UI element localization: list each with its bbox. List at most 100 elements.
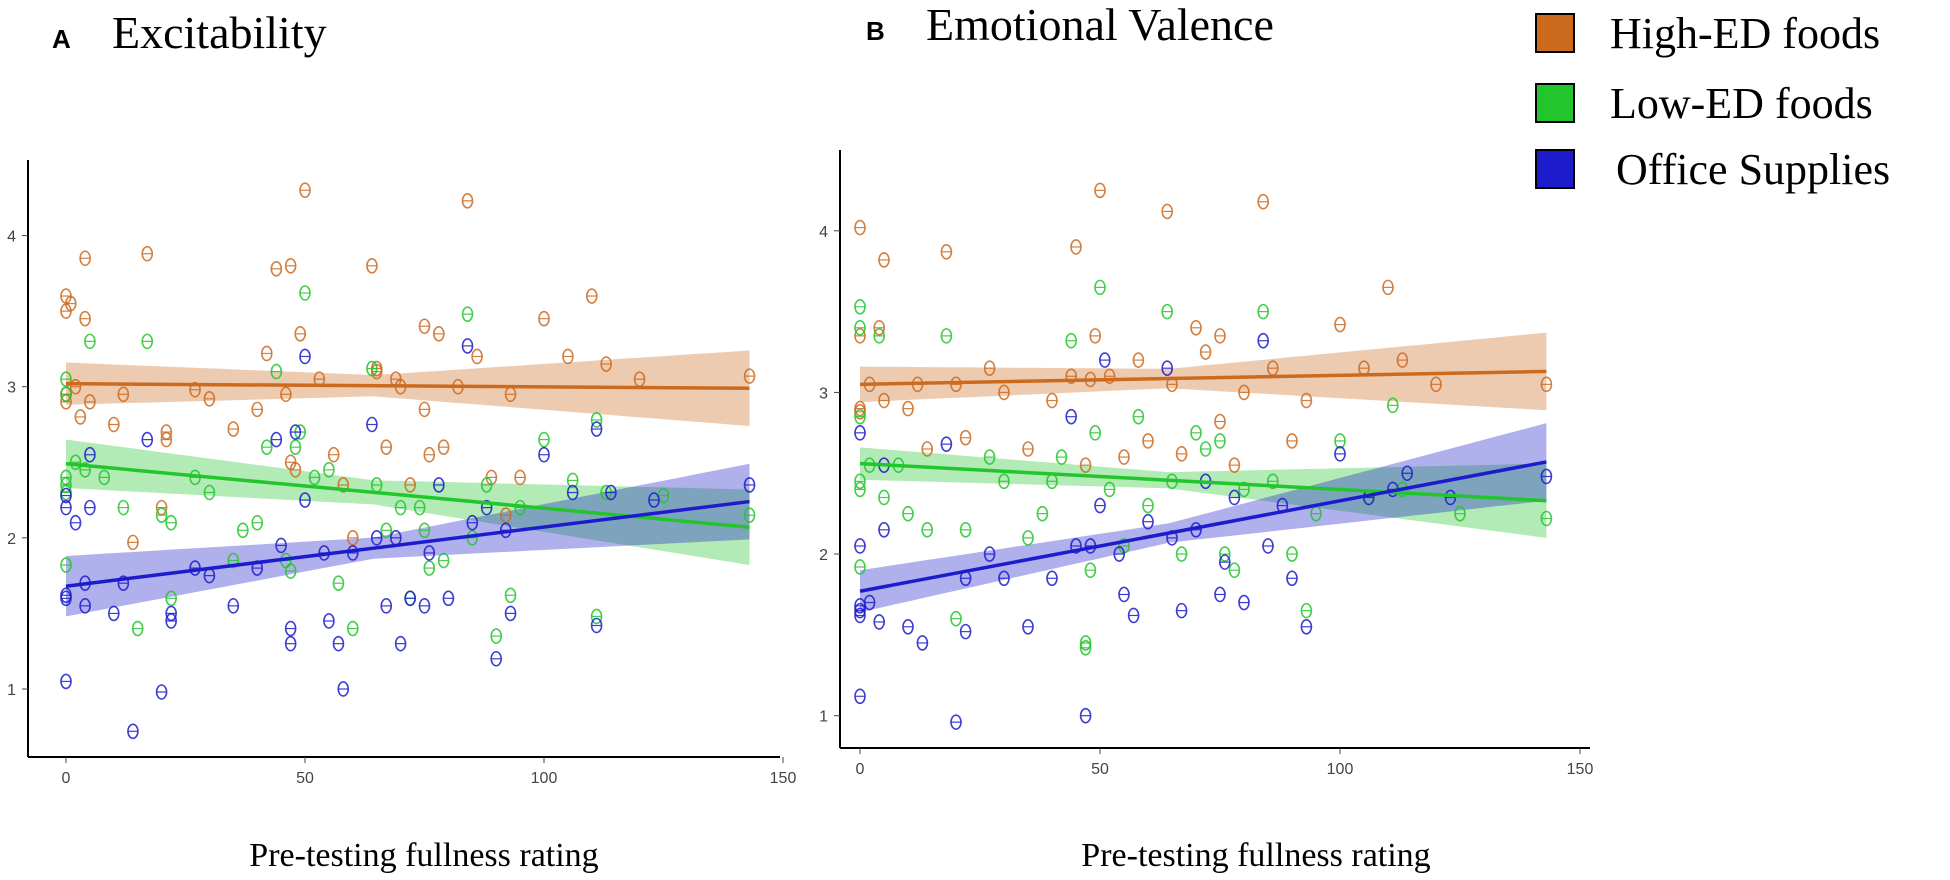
point-high-ed-foods bbox=[366, 257, 378, 274]
point-office-supplies bbox=[270, 431, 283, 448]
x-tick-label: 0 bbox=[62, 770, 71, 787]
plot-area-a: 1 2 3 4 0 50 100 150 bbox=[7, 160, 796, 787]
x-tick-label: 50 bbox=[296, 770, 314, 787]
point-office-supplies bbox=[380, 598, 393, 614]
point-low-ed-foods bbox=[1132, 408, 1145, 425]
point-office-supplies bbox=[79, 598, 91, 614]
legend-item-office-supplies: Office Supplies bbox=[1535, 145, 1890, 194]
y-tick-label: 2 bbox=[7, 531, 16, 548]
point-high-ed-foods bbox=[1070, 239, 1082, 255]
point-office-supplies bbox=[863, 594, 876, 611]
point-low-ed-foods bbox=[1089, 425, 1101, 441]
y-tick-label: 4 bbox=[819, 224, 828, 241]
point-high-ed-foods bbox=[337, 477, 350, 493]
point-low-ed-foods bbox=[1022, 530, 1034, 546]
point-office-supplies bbox=[1142, 513, 1154, 530]
point-office-supplies bbox=[590, 617, 603, 634]
point-high-ed-foods bbox=[878, 252, 890, 268]
point-office-supplies bbox=[998, 570, 1010, 587]
panel-b: B Emotional Valence 1 2 3 4 0 50 100 150 Pre-te… bbox=[819, 0, 1593, 874]
point-low-ed-foods bbox=[84, 333, 96, 350]
legend: High-ED foods Low-ED foods Office Suppli… bbox=[1535, 9, 1890, 194]
legend-label-office-supplies: Office Supplies bbox=[1616, 145, 1890, 194]
point-high-ed-foods bbox=[1175, 446, 1188, 462]
point-high-ed-foods bbox=[854, 400, 866, 417]
point-low-ed-foods bbox=[950, 610, 962, 627]
point-low-ed-foods bbox=[854, 298, 866, 315]
x-tick-label: 150 bbox=[1567, 761, 1594, 778]
confidence-band-high-ed-foods bbox=[66, 350, 750, 426]
fit-line-high-ed-foods bbox=[859, 369, 1547, 387]
point-low-ed-foods bbox=[854, 559, 866, 575]
point-high-ed-foods bbox=[1089, 328, 1101, 344]
legend-swatch-high-ed bbox=[1535, 13, 1575, 53]
point-high-ed-foods bbox=[1022, 441, 1034, 457]
point-office-supplies bbox=[1257, 332, 1269, 349]
point-office-supplies bbox=[1228, 489, 1241, 506]
point-low-ed-foods bbox=[299, 285, 311, 301]
legend-item-low-ed: Low-ED foods bbox=[1535, 79, 1873, 128]
point-high-ed-foods bbox=[461, 193, 474, 209]
point-office-supplies bbox=[1219, 554, 1231, 570]
point-low-ed-foods bbox=[854, 319, 866, 336]
legend-swatch-office-supplies bbox=[1535, 149, 1575, 189]
fit-line-low-ed-foods bbox=[859, 461, 1547, 503]
point-low-ed-foods bbox=[155, 507, 168, 523]
point-office-supplies bbox=[1070, 538, 1082, 554]
point-office-supplies bbox=[1214, 586, 1226, 603]
point-low-ed-foods bbox=[284, 563, 297, 579]
point-high-ed-foods bbox=[902, 400, 914, 417]
point-office-supplies bbox=[466, 514, 479, 531]
point-high-ed-foods bbox=[79, 310, 91, 327]
point-low-ed-foods bbox=[323, 462, 335, 478]
point-office-supplies bbox=[289, 424, 302, 440]
point-low-ed-foods bbox=[1094, 279, 1106, 296]
point-high-ed-foods bbox=[471, 348, 483, 365]
panel-title-a: Excitability bbox=[112, 7, 327, 58]
point-office-supplies bbox=[337, 681, 350, 697]
x-axis-label-a: Pre-testing fullness rating bbox=[249, 837, 598, 874]
point-high-ed-foods bbox=[108, 416, 120, 433]
point-office-supplies bbox=[60, 487, 72, 504]
point-office-supplies bbox=[1540, 468, 1553, 485]
point-office-supplies bbox=[1127, 607, 1140, 624]
point-low-ed-foods bbox=[251, 514, 264, 531]
point-high-ed-foods bbox=[1065, 368, 1077, 385]
point-high-ed-foods bbox=[251, 401, 264, 418]
point-office-supplies bbox=[461, 338, 474, 354]
point-low-ed-foods bbox=[1228, 562, 1241, 579]
point-high-ed-foods bbox=[1286, 433, 1298, 449]
confidence-band-low-ed-foods bbox=[860, 447, 1547, 538]
point-high-ed-foods bbox=[84, 394, 96, 410]
point-high-ed-foods bbox=[1228, 457, 1241, 473]
y-tick-label: 1 bbox=[819, 709, 828, 726]
point-low-ed-foods bbox=[1286, 546, 1298, 562]
point-low-ed-foods bbox=[878, 489, 890, 506]
point-low-ed-foods bbox=[289, 439, 302, 455]
point-low-ed-foods bbox=[308, 469, 321, 486]
point-office-supplies bbox=[284, 635, 297, 652]
point-office-supplies bbox=[108, 605, 120, 622]
point-high-ed-foods bbox=[921, 441, 934, 457]
point-low-ed-foods bbox=[60, 371, 72, 387]
point-low-ed-foods bbox=[380, 522, 393, 539]
confidence-band-low-ed-foods bbox=[66, 439, 750, 566]
point-office-supplies bbox=[590, 421, 603, 437]
point-high-ed-foods bbox=[1214, 328, 1226, 344]
point-low-ed-foods bbox=[1300, 602, 1313, 619]
point-high-ed-foods bbox=[74, 409, 87, 425]
point-high-ed-foods bbox=[562, 348, 574, 365]
point-low-ed-foods bbox=[423, 560, 436, 576]
point-high-ed-foods bbox=[64, 295, 77, 312]
point-low-ed-foods bbox=[854, 481, 866, 498]
point-low-ed-foods bbox=[940, 328, 953, 344]
point-high-ed-foods bbox=[743, 368, 756, 384]
point-high-ed-foods bbox=[854, 219, 866, 236]
point-office-supplies bbox=[370, 530, 383, 546]
point-office-supplies bbox=[854, 607, 866, 624]
point-high-ed-foods bbox=[940, 244, 953, 260]
point-office-supplies bbox=[442, 590, 455, 607]
point-low-ed-foods bbox=[461, 306, 474, 322]
y-tick-label: 2 bbox=[819, 547, 828, 564]
x-tick-label: 100 bbox=[1327, 761, 1354, 778]
